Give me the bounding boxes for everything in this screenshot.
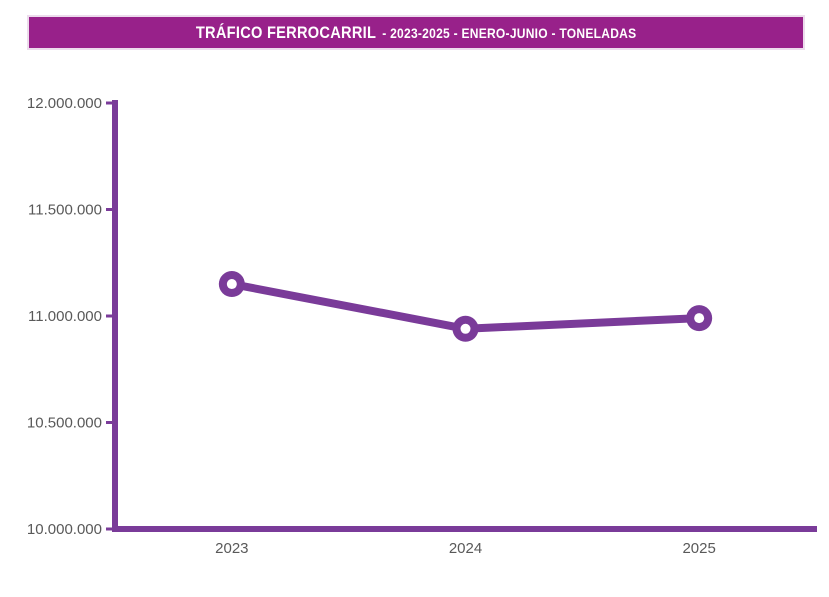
data-point-marker-hole [460,323,471,334]
y-tick [106,208,112,211]
data-point-marker-hole [694,313,705,324]
x-tick-label: 2024 [449,540,482,557]
y-tick-label: 10.500.000 [27,415,102,432]
x-axis-line [112,526,817,532]
chart-title-banner: TRÁFICO FERROCARRIL - 2023-2025 - ENERO-… [27,15,805,50]
y-axis-line [112,100,118,532]
y-tick [106,101,112,105]
chart-subtitle: - 2023-2025 - ENERO-JUNIO - TONELADAS [382,24,637,41]
chart-title: TRÁFICO FERROCARRIL [195,22,377,42]
y-tick-label: 12.000.000 [27,95,102,112]
x-tick-label: 2025 [682,540,715,557]
y-tick-label: 11.500.000 [28,202,102,219]
chart-title-group: TRÁFICO FERROCARRIL - 2023-2025 - ENERO-… [196,23,637,43]
y-tick-label: 11.000.000 [28,308,102,325]
y-tick [106,421,112,424]
y-tick [106,314,112,318]
y-tick [106,527,112,531]
data-point-marker-hole [226,279,237,290]
x-tick-label: 2023 [215,540,248,557]
y-tick-label: 10.000.000 [27,521,102,538]
